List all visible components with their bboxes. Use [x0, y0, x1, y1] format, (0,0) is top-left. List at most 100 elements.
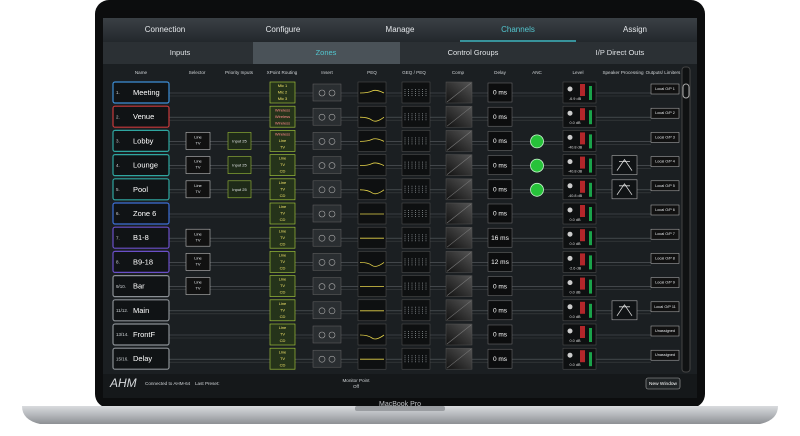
geq-box[interactable]	[401, 323, 431, 346]
insert-box[interactable]	[312, 107, 342, 126]
xpoint-box[interactable]	[269, 347, 296, 370]
zone-name-box[interactable]	[112, 105, 170, 128]
mute-button[interactable]	[580, 205, 585, 217]
anc-indicator[interactable]	[530, 158, 544, 173]
zone-name-box[interactable]	[112, 250, 170, 273]
xpoint-box[interactable]	[269, 81, 296, 104]
zone-name-box[interactable]	[112, 154, 170, 177]
tab[interactable]: Assign	[623, 25, 647, 34]
peq-box[interactable]	[357, 130, 387, 152]
xpoint-box[interactable]	[269, 154, 296, 176]
mute-button[interactable]	[580, 277, 585, 290]
mute-button[interactable]	[580, 108, 585, 121]
delay-box[interactable]	[487, 252, 513, 272]
delay-box[interactable]	[487, 300, 513, 321]
xpoint-box[interactable]	[269, 275, 296, 297]
anc-indicator[interactable]	[530, 134, 544, 149]
insert-box[interactable]	[312, 301, 342, 320]
output-box[interactable]	[650, 83, 680, 95]
priority-box[interactable]	[227, 132, 252, 150]
tab[interactable]: Configure	[266, 25, 301, 34]
peq-box[interactable]	[357, 299, 387, 322]
zone-name-box[interactable]	[112, 347, 170, 370]
xpoint-box[interactable]	[269, 202, 296, 225]
insert-box[interactable]	[312, 228, 342, 247]
subtab[interactable]: Inputs	[170, 48, 191, 57]
insert-box[interactable]	[312, 204, 342, 223]
delay-box[interactable]	[487, 131, 513, 151]
zone-name-box[interactable]	[112, 202, 170, 225]
geq-box[interactable]	[401, 347, 431, 370]
delay-box[interactable]	[487, 324, 513, 345]
mute-button[interactable]	[580, 301, 585, 314]
tab[interactable]: Connection	[145, 25, 185, 34]
output-box[interactable]	[650, 228, 680, 240]
output-box[interactable]	[650, 325, 680, 337]
xpoint-box[interactable]	[269, 105, 296, 128]
geq-box[interactable]	[401, 154, 431, 176]
insert-box[interactable]	[312, 180, 342, 199]
insert-box[interactable]	[312, 253, 342, 271]
xpoint-box[interactable]	[269, 178, 296, 201]
insert-box[interactable]	[312, 349, 342, 368]
output-box[interactable]	[650, 277, 680, 288]
insert-box[interactable]	[312, 156, 342, 174]
xpoint-box[interactable]	[269, 226, 296, 249]
mute-button[interactable]	[580, 253, 585, 266]
peq-box[interactable]	[357, 275, 387, 297]
mute-button[interactable]	[580, 350, 585, 363]
selector-box[interactable]	[185, 277, 211, 295]
output-box[interactable]	[650, 349, 680, 361]
tab[interactable]: Manage	[386, 25, 415, 34]
subtab[interactable]: Control Groups	[448, 48, 499, 57]
delay-box[interactable]	[487, 179, 513, 200]
mute-button[interactable]	[580, 326, 585, 338]
geq-box[interactable]	[401, 178, 431, 201]
peq-box[interactable]	[357, 202, 387, 225]
mute-button[interactable]	[580, 156, 585, 169]
delay-box[interactable]	[487, 276, 513, 296]
zone-name-box[interactable]	[112, 275, 170, 298]
priority-box[interactable]	[227, 180, 252, 199]
peq-box[interactable]	[357, 323, 387, 346]
insert-box[interactable]	[312, 277, 342, 295]
output-box[interactable]	[650, 156, 680, 167]
delay-box[interactable]	[487, 155, 513, 175]
peq-box[interactable]	[357, 251, 387, 273]
mute-button[interactable]	[580, 132, 585, 145]
speaker-box[interactable]	[611, 300, 638, 321]
insert-box[interactable]	[312, 83, 342, 102]
zone-name-box[interactable]	[112, 226, 170, 249]
geq-box[interactable]	[401, 251, 431, 273]
zone-name-box[interactable]	[112, 129, 170, 152]
subtab[interactable]: I/P Direct Outs	[596, 48, 645, 57]
output-box[interactable]	[650, 107, 680, 119]
delay-box[interactable]	[487, 82, 513, 103]
selector-box[interactable]	[185, 228, 211, 247]
geq-box[interactable]	[401, 130, 431, 152]
new-window-label[interactable]: New Window	[649, 381, 678, 387]
zone-name-box[interactable]	[112, 323, 170, 346]
delay-box[interactable]	[487, 348, 513, 369]
mute-button[interactable]	[580, 84, 585, 96]
zone-name-box[interactable]	[112, 81, 170, 104]
output-box[interactable]	[650, 253, 680, 264]
scroll-thumb[interactable]	[682, 83, 690, 99]
selector-box[interactable]	[185, 253, 211, 271]
selector-box[interactable]	[185, 156, 211, 174]
anc-indicator[interactable]	[530, 182, 544, 197]
output-box[interactable]	[650, 180, 680, 192]
speaker-box[interactable]	[611, 179, 638, 200]
peq-box[interactable]	[357, 81, 387, 104]
zone-name-box[interactable]	[112, 299, 170, 322]
tab[interactable]: Channels	[501, 25, 535, 34]
peq-box[interactable]	[357, 105, 387, 128]
output-box[interactable]	[650, 132, 680, 143]
mute-button[interactable]	[580, 229, 585, 242]
zone-name-box[interactable]	[112, 178, 170, 201]
delay-box[interactable]	[487, 227, 513, 248]
peq-box[interactable]	[357, 178, 387, 201]
xpoint-box[interactable]	[269, 130, 296, 152]
geq-box[interactable]	[401, 202, 431, 225]
xpoint-box[interactable]	[269, 299, 296, 322]
